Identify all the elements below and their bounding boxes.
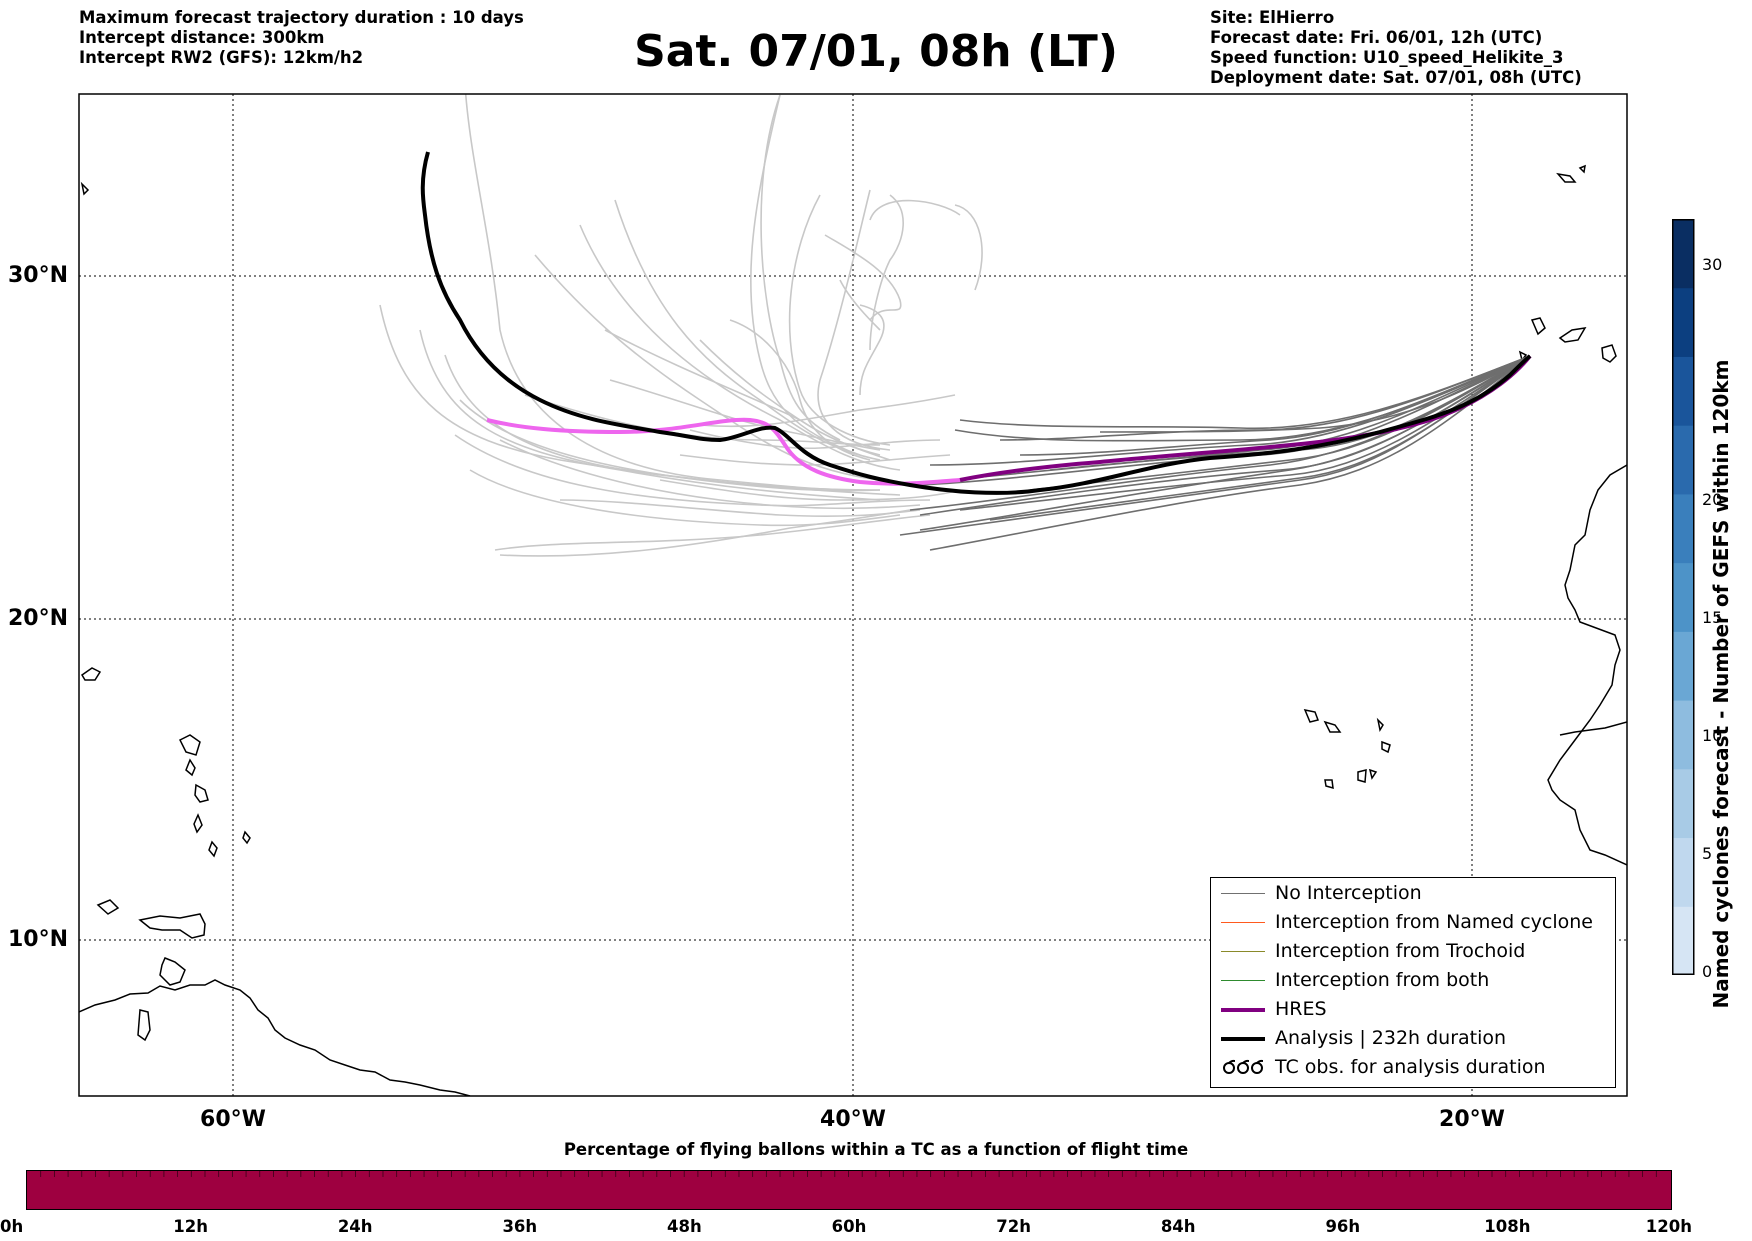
timebar-tick-label: 108h [1484, 1217, 1531, 1236]
colorbar-tick: 10 [1702, 726, 1723, 745]
forecast-info-line: Deployment date: Sat. 07/01, 08h (UTC) [1210, 68, 1582, 87]
analysis-trajectory [420, 151, 1532, 495]
timebar-tick-label: 24h [337, 1217, 373, 1236]
lon-label-60w: 60°W [200, 1107, 266, 1132]
colorbar-segment [1672, 287, 1694, 357]
legend-item-hres: HRES [1211, 996, 1615, 1025]
timebar-tick-label: 0h [0, 1217, 24, 1236]
gefs-trajectories-early [379, 94, 983, 557]
run-info-line: Intercept RW2 (GFS): 12km/h2 [79, 48, 364, 67]
map-legend: No Interception Interception from Named … [1210, 877, 1616, 1088]
legend-item-trochoid: Interception from Trochoid [1211, 938, 1615, 967]
timebar-tick-label: 72h [996, 1217, 1031, 1236]
colorbar-segment [1672, 631, 1694, 701]
hres-trajectory-early [486, 417, 961, 486]
colorbar-tick: 0 [1702, 962, 1713, 981]
run-info: Maximum forecast trajectory duration : 1… [79, 8, 524, 68]
coastlines [79, 164, 1627, 1096]
hres-trajectory [959, 354, 1532, 482]
colorbar-segment [1672, 219, 1694, 289]
lon-label-40w: 40°W [820, 1107, 886, 1132]
legend-item-analysis: Analysis | 232h duration [1211, 1025, 1615, 1054]
timebar [26, 1170, 1672, 1210]
map-frame [78, 93, 1628, 1097]
legend-swatch [1221, 980, 1265, 981]
colorbar-tick: 30 [1702, 255, 1723, 274]
legend-swatch [1221, 951, 1265, 952]
lat-label-20n: 20°N [8, 606, 69, 631]
tc-symbol-icon [1223, 1059, 1264, 1074]
colorbar-frame [1672, 219, 1695, 975]
forecast-info-line: Forecast date: Fri. 06/01, 12h (UTC) [1210, 28, 1543, 47]
colorbar-tick: 20 [1702, 490, 1723, 509]
timebar-caption: Percentage of flying ballons within a TC… [563, 1140, 1189, 1159]
legend-item-no-interception: No Interception [1211, 880, 1615, 909]
timebar-tick-label: 12h [173, 1217, 208, 1236]
timebar-tick-label: 36h [502, 1217, 538, 1236]
run-info-line: Maximum forecast trajectory duration : 1… [79, 8, 524, 27]
legend-item-both: Interception from both [1211, 967, 1615, 996]
cyclone-colorbar [1672, 219, 1695, 975]
colorbar-segment [1672, 906, 1694, 975]
colorbar-segment [1672, 837, 1694, 907]
timebar-tick-label: 60h [831, 1217, 867, 1236]
legend-label: Analysis | 232h duration [1275, 1027, 1507, 1049]
legend-label: HRES [1275, 998, 1327, 1020]
page-title: Sat. 07/01, 08h (LT) [634, 26, 1118, 77]
lat-label-30n: 30°N [8, 263, 69, 288]
colorbar-segment [1672, 768, 1694, 839]
timebar-tick-label: 96h [1325, 1217, 1361, 1236]
colorbar-tick: 15 [1702, 608, 1723, 627]
legend-swatch [1221, 1008, 1265, 1012]
legend-label: Interception from Named cyclone [1275, 911, 1593, 933]
legend-label: Interception from both [1275, 969, 1490, 991]
lat-label-10n: 10°N [8, 927, 69, 952]
legend-item-tc-obs: TC obs. for analysis duration [1211, 1054, 1615, 1083]
legend-swatch [1221, 1037, 1265, 1041]
colorbar-tick: 5 [1702, 844, 1713, 863]
timebar-ticks [40, 1171, 1657, 1177]
legend-item-named-cyclone: Interception from Named cyclone [1211, 909, 1615, 938]
run-info-line: Intercept distance: 300km [79, 28, 325, 47]
colorbar-segment [1672, 356, 1694, 426]
colorbar-title: Named cyclones forecast - Number of GEFS… [1709, 359, 1733, 1009]
forecast-info-line: Speed function: U10_speed_Helikite_3 [1210, 48, 1564, 67]
forecast-info: Site: ElHierro Forecast date: Fri. 06/01… [1210, 8, 1582, 88]
colorbar-segment [1672, 700, 1694, 770]
timebar-tick-label: 120h [1645, 1217, 1692, 1236]
lon-label-20w: 20°W [1439, 1107, 1505, 1132]
timebar-tick-label: 48h [667, 1217, 702, 1236]
legend-label: No Interception [1275, 882, 1422, 904]
colorbar-segment [1672, 425, 1694, 495]
legend-label: Interception from Trochoid [1275, 940, 1526, 962]
colorbar-segment [1672, 493, 1694, 564]
legend-swatch [1221, 922, 1265, 923]
legend-label: TC obs. for analysis duration [1275, 1056, 1546, 1078]
colorbar-segment [1672, 562, 1694, 632]
timebar-tick-label: 84h [1160, 1217, 1196, 1236]
legend-swatch [1221, 893, 1265, 894]
forecast-info-line: Site: ElHierro [1210, 8, 1335, 27]
